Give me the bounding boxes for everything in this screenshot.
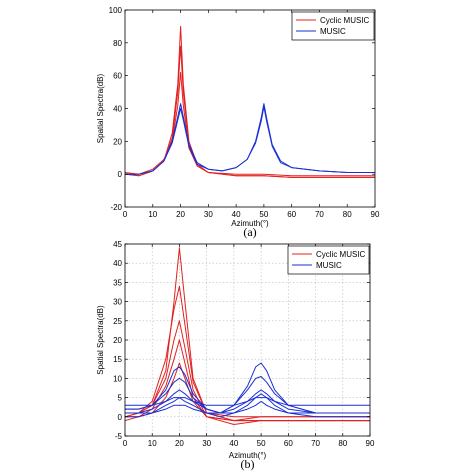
chart-a: 0 10 20 30 40 50 60 70 80 90-20020406080100Azimut… — [96, 6, 380, 239]
music-series-line — [125, 389, 370, 414]
y-tick-label: 80 — [113, 39, 122, 48]
y-tick-label: 5 — [118, 394, 123, 403]
legend-label: MUSIC — [320, 27, 346, 36]
y-tick-label: 0 — [118, 170, 123, 179]
x-tick-label: 60 — [287, 210, 296, 219]
music-series-line — [125, 376, 370, 414]
music-series-line — [125, 400, 370, 414]
x-tick-label: 90 — [366, 439, 375, 448]
legend-label: MUSIC — [316, 261, 342, 270]
legend-label: Cyclic MUSIC — [316, 250, 366, 259]
y-tick-label: 20 — [113, 137, 122, 146]
cyclic-music-series-line — [125, 71, 375, 177]
series-group — [125, 247, 370, 425]
y-tick-label: 25 — [113, 317, 122, 326]
y-tick-label: 40 — [113, 259, 122, 268]
cyclic-music-series-line — [125, 45, 375, 178]
y-tick-label: 35 — [113, 278, 122, 287]
x-axis-label: Azimuth(°) — [231, 219, 269, 228]
y-tick-label: 45 — [113, 240, 122, 249]
x-tick-label: 10 — [148, 210, 157, 219]
x-tick-label: 0 — [123, 210, 128, 219]
y-axis-label: Spatial Spectra(dB) — [96, 73, 105, 143]
legend-label: Cyclic MUSIC — [320, 16, 370, 25]
x-tick-label: 80 — [338, 439, 347, 448]
figure-caption: (a) — [243, 225, 256, 239]
x-tick-label: 70 — [315, 210, 324, 219]
x-tick-label: 30 — [202, 439, 211, 448]
x-tick-label: 50 — [259, 210, 268, 219]
y-tick-label: 10 — [113, 374, 122, 383]
x-tick-label: 20 — [176, 210, 185, 219]
figure-caption: (b) — [241, 457, 255, 471]
music-series-line — [125, 393, 370, 418]
chart-b: 0 10 20 30 40 50 60 70 80 90-5051015202530354045A… — [96, 240, 375, 471]
x-tick-label: 40 — [232, 210, 241, 219]
x-tick-label: 80 — [343, 210, 352, 219]
y-tick-label: 60 — [113, 72, 122, 81]
x-tick-label: 30 — [204, 210, 213, 219]
x-tick-label: 20 — [175, 439, 184, 448]
y-tick-label: -20 — [110, 203, 122, 212]
music-series-line — [125, 397, 370, 406]
x-tick-label: 10 — [148, 439, 157, 448]
series-group — [125, 25, 375, 178]
legend-box — [291, 11, 375, 41]
x-tick-label: 70 — [311, 439, 320, 448]
y-tick-label: 30 — [113, 298, 122, 307]
y-tick-label: -5 — [115, 432, 123, 441]
x-tick-label: 40 — [229, 439, 238, 448]
legend: Cyclic MUSIC MUSIC — [291, 11, 375, 41]
x-tick-label: 50 — [257, 439, 266, 448]
y-axis-label: Spatial Spectra(dB) — [96, 305, 105, 375]
music-series-line — [125, 106, 375, 175]
x-tick-label: 90 — [371, 210, 380, 219]
x-tick-label: 60 — [284, 439, 293, 448]
y-tick-label: 40 — [113, 105, 122, 114]
legend: Cyclic MUSIC MUSIC — [287, 245, 370, 275]
y-tick-label: 0 — [118, 413, 123, 422]
x-axis-label: Azimuth(°) — [229, 451, 267, 460]
y-tick-label: 100 — [109, 6, 123, 15]
y-tick-label: 15 — [113, 355, 122, 364]
legend-box — [287, 245, 370, 275]
music-series-line — [125, 103, 375, 175]
y-tick-label: 20 — [113, 336, 122, 345]
x-tick-label: 0 — [123, 439, 128, 448]
